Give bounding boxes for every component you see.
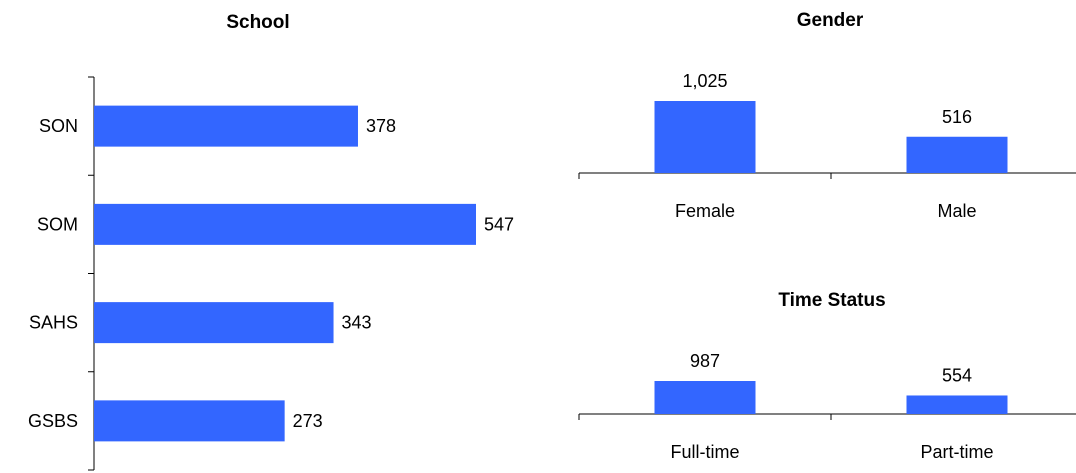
time-value-label: 987 — [690, 351, 720, 371]
school-bar-som — [94, 203, 476, 245]
time-status-chart: Time Status Full-time Part-time 987 554 — [578, 290, 1076, 462]
time-status-category-labels: Full-time Part-time — [670, 442, 993, 462]
gender-category-label: Male — [937, 201, 976, 221]
school-category-label: SOM — [37, 214, 78, 234]
school-value-label: 343 — [342, 313, 372, 333]
school-category-label: GSBS — [28, 411, 78, 431]
gender-bar-male — [906, 136, 1008, 173]
gender-value-label: 1,025 — [682, 71, 727, 91]
school-value-label: 378 — [366, 116, 396, 136]
gender-category-labels: Female Male — [675, 201, 977, 221]
school-bar-sahs — [94, 302, 334, 344]
gender-bars — [654, 101, 1008, 173]
gender-chart: Gender Female Male 1,025 516 — [578, 10, 1076, 221]
school-bars — [94, 105, 476, 442]
gender-bar-female — [654, 101, 756, 173]
time-status-x-ticks — [578, 414, 832, 420]
school-category-label: SON — [39, 116, 78, 136]
school-category-labels: SON SOM SAHS GSBS — [28, 116, 78, 431]
time-status-value-labels: 987 554 — [690, 351, 972, 385]
school-value-label: 273 — [293, 411, 323, 431]
time-value-label: 554 — [942, 365, 972, 385]
time-category-label: Full-time — [670, 442, 739, 462]
school-value-labels: 378 547 343 273 — [293, 116, 514, 431]
school-value-label: 547 — [484, 214, 514, 234]
time-bar-part-time — [906, 395, 1008, 414]
gender-value-labels: 1,025 516 — [682, 71, 972, 127]
school-bar-son — [94, 105, 358, 147]
gender-value-label: 516 — [942, 107, 972, 127]
time-category-label: Part-time — [920, 442, 993, 462]
gender-category-label: Female — [675, 201, 735, 221]
time-status-bars — [654, 381, 1008, 414]
school-y-ticks — [88, 76, 94, 471]
school-chart: School SON SOM SAHS GSBS 378 547 343 273 — [28, 12, 514, 471]
school-chart-title: School — [226, 12, 289, 33]
time-status-chart-title: Time Status — [778, 290, 885, 311]
gender-chart-title: Gender — [797, 10, 864, 31]
gender-x-ticks — [578, 173, 832, 179]
time-bar-full-time — [654, 381, 756, 414]
school-category-label: SAHS — [29, 313, 78, 333]
school-bar-gsbs — [94, 400, 285, 442]
